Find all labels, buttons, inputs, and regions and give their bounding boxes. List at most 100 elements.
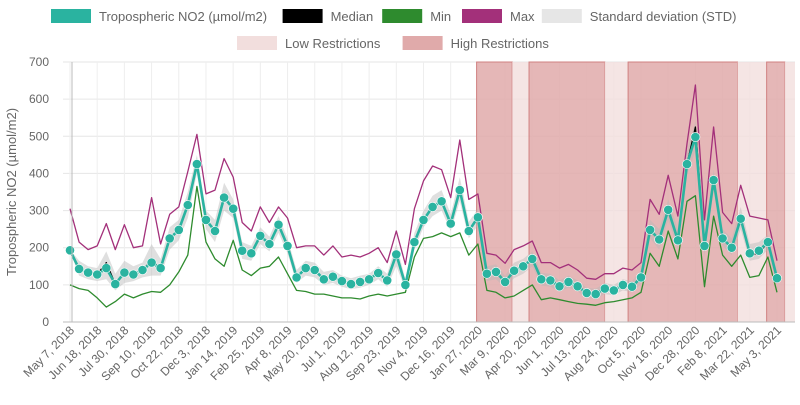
no2-point[interactable] [391, 249, 402, 260]
legend-swatch [382, 9, 423, 23]
no2-point[interactable] [146, 257, 157, 268]
no2-point[interactable] [454, 185, 465, 195]
y-tick-label: 600 [29, 92, 49, 106]
no2-point[interactable] [255, 230, 266, 241]
no2-point[interactable] [717, 233, 728, 244]
legend-label: Tropospheric NO2 (µmol/m2) [99, 9, 267, 24]
no2-point[interactable] [590, 289, 601, 299]
no2-point[interactable] [608, 285, 619, 296]
no2-point[interactable] [418, 214, 429, 225]
no2-point[interactable] [92, 269, 103, 280]
no2-point[interactable] [427, 201, 438, 212]
no2-point[interactable] [201, 214, 211, 225]
no2-point[interactable] [228, 203, 239, 214]
no2-point[interactable] [581, 288, 592, 298]
no2-point[interactable] [65, 245, 75, 256]
no2-point[interactable] [735, 213, 746, 224]
no2-point[interactable] [164, 233, 175, 244]
no2-point[interactable] [400, 279, 411, 290]
no2-point[interactable] [690, 132, 701, 142]
legend-label: Standard deviation (STD) [590, 9, 737, 24]
no2-point[interactable] [182, 200, 193, 210]
no2-point[interactable] [518, 261, 529, 272]
no2-point[interactable] [137, 265, 148, 275]
no2-point[interactable] [101, 263, 112, 273]
no2-point[interactable] [382, 275, 393, 286]
no2-point[interactable] [654, 234, 665, 245]
no2-point[interactable] [346, 279, 356, 289]
legend-swatch [51, 9, 91, 23]
no2-point[interactable] [237, 245, 248, 256]
no2-point[interactable] [491, 266, 501, 277]
no2-point[interactable] [481, 268, 492, 279]
no2-point[interactable] [246, 248, 257, 259]
no2-point[interactable] [536, 274, 547, 285]
no2-point[interactable] [155, 263, 166, 273]
no2-point[interactable] [772, 273, 782, 284]
no2-point[interactable] [463, 226, 474, 236]
no2-point[interactable] [173, 224, 184, 235]
no2-point[interactable] [472, 212, 483, 223]
no2-point[interactable] [264, 239, 275, 249]
y-tick-labels: 0 100 200 300 400 500 600 700 [29, 55, 49, 329]
no2-point[interactable] [219, 192, 229, 203]
low-restriction-region [512, 62, 530, 322]
legend-item[interactable]: Standard deviation (STD) [541, 9, 737, 24]
no2-point[interactable] [682, 159, 692, 169]
no2-point[interactable] [128, 269, 139, 280]
legend-item[interactable]: High Restrictions [402, 36, 550, 51]
no2-point[interactable] [627, 281, 637, 292]
min-line [69, 185, 778, 308]
no2-point[interactable] [74, 263, 84, 274]
legend-swatch [462, 9, 502, 23]
no2-point[interactable] [282, 240, 293, 251]
no2-point[interactable] [744, 248, 755, 259]
no2-point[interactable] [636, 272, 646, 283]
no2-point[interactable] [291, 272, 302, 283]
no2-point[interactable] [554, 281, 565, 292]
no2-point[interactable] [673, 235, 683, 246]
no2-point[interactable] [645, 224, 655, 235]
y-tick-label: 100 [29, 278, 49, 292]
legend-item[interactable]: Low Restrictions [237, 36, 381, 51]
no2-point[interactable] [708, 175, 719, 185]
no2-point[interactable] [663, 204, 674, 215]
no2-point[interactable] [210, 226, 220, 236]
legend-item[interactable]: Median [282, 9, 374, 24]
no2-point[interactable] [119, 267, 130, 278]
legend-item[interactable]: Max [462, 9, 535, 24]
no2-point[interactable] [355, 276, 365, 287]
no2-point[interactable] [336, 276, 347, 286]
no2-point[interactable] [373, 268, 384, 278]
legend-label: Max [510, 9, 535, 24]
no2-point[interactable] [83, 267, 93, 278]
legend-item[interactable]: Tropospheric NO2 (µmol/m2) [51, 9, 267, 24]
no2-point[interactable] [445, 218, 456, 229]
no2-point[interactable] [509, 265, 519, 276]
no2-point[interactable] [110, 279, 121, 289]
no2-point[interactable] [599, 283, 610, 294]
no2-point[interactable] [409, 237, 420, 247]
y-tick-label: 300 [29, 204, 49, 218]
no2-point[interactable] [763, 237, 773, 247]
legend-item[interactable]: Min [382, 9, 451, 24]
legend-swatch [282, 9, 323, 23]
no2-point[interactable] [300, 263, 311, 273]
no2-point[interactable] [754, 245, 764, 256]
legend-swatch [541, 9, 582, 23]
no2-point[interactable] [699, 240, 710, 251]
no2-point[interactable] [191, 159, 202, 169]
no2-point[interactable] [364, 274, 374, 285]
no2-point[interactable] [618, 279, 628, 290]
no2-point[interactable] [309, 265, 320, 275]
no2-point[interactable] [726, 242, 737, 253]
no2-point[interactable] [327, 271, 338, 282]
no2-point[interactable] [273, 219, 284, 230]
no2-point[interactable] [318, 274, 329, 285]
no2-point[interactable] [500, 276, 510, 287]
no2-point[interactable] [545, 275, 556, 286]
no2-point[interactable] [563, 276, 574, 287]
no2-point[interactable] [572, 281, 583, 292]
no2-point[interactable] [436, 196, 447, 207]
no2-point[interactable] [527, 253, 538, 264]
